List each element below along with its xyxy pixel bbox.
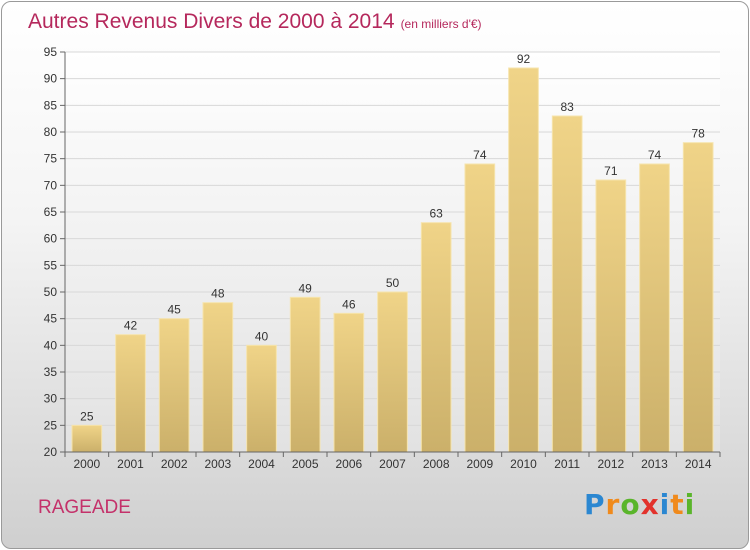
data-label-2000: 25 bbox=[80, 409, 94, 423]
y-tick-label: 75 bbox=[44, 152, 58, 166]
y-tick-label: 70 bbox=[44, 178, 58, 192]
bar-2011 bbox=[551, 115, 583, 453]
logo-letter: x bbox=[640, 488, 660, 521]
bars bbox=[71, 67, 714, 453]
data-label-2008: 63 bbox=[429, 207, 443, 221]
x-tick-label: 2008 bbox=[423, 457, 450, 471]
proxiti-logo: Proxiti bbox=[584, 488, 695, 521]
axes bbox=[60, 51, 721, 457]
data-label-2014: 78 bbox=[691, 127, 705, 141]
bar-2002 bbox=[158, 318, 190, 453]
chart-unit: (en milliers d'€) bbox=[400, 17, 482, 31]
chart-title: Autres Revenus Divers de 2000 à 2014 (en … bbox=[28, 10, 482, 34]
data-label-2004: 40 bbox=[255, 329, 269, 343]
y-tick-label: 20 bbox=[44, 445, 58, 459]
y-tick-label: 40 bbox=[44, 338, 58, 352]
y-tick-label: 90 bbox=[44, 72, 58, 86]
y-tick-label: 85 bbox=[44, 98, 58, 112]
labels: 20 25 30 35 40 45 50 55 60 65 70 75 80 85 90 95 25 2000 42… bbox=[44, 45, 712, 471]
bar-2006 bbox=[333, 312, 365, 453]
x-tick-label: 2002 bbox=[161, 457, 188, 471]
x-tick-label: 2012 bbox=[597, 457, 624, 471]
logo-letter: o bbox=[620, 488, 641, 521]
x-tick-label: 2009 bbox=[466, 457, 493, 471]
data-label-2013: 74 bbox=[648, 148, 662, 162]
y-tick-label: 80 bbox=[44, 125, 58, 139]
data-label-2001: 42 bbox=[124, 319, 138, 333]
bar-2010 bbox=[508, 67, 539, 453]
location-name: RAGEADE bbox=[38, 497, 131, 518]
x-tick-label: 2013 bbox=[641, 457, 668, 471]
y-tick-label: 65 bbox=[44, 205, 58, 219]
bar-2008 bbox=[420, 222, 452, 453]
x-tick-label: 2011 bbox=[554, 457, 580, 471]
bar-2004 bbox=[246, 344, 277, 453]
y-tick-label: 45 bbox=[44, 312, 58, 326]
logo-letter: P bbox=[584, 488, 606, 521]
logo-letter: i bbox=[684, 488, 696, 521]
data-label-2002: 45 bbox=[167, 303, 181, 317]
y-tick-label: 60 bbox=[44, 232, 58, 246]
y-tick-label: 35 bbox=[44, 365, 58, 379]
chart-title-text: Autres Revenus Divers de 2000 à 2014 bbox=[28, 10, 395, 33]
x-tick-label: 2001 bbox=[117, 457, 144, 471]
data-label-2010: 92 bbox=[517, 52, 531, 66]
logo-letter: t bbox=[670, 488, 685, 521]
x-tick-label: 2007 bbox=[379, 457, 406, 471]
x-tick-label: 2000 bbox=[73, 457, 100, 471]
y-tick-label: 50 bbox=[44, 285, 58, 299]
data-label-2006: 46 bbox=[342, 297, 356, 311]
bar-2001 bbox=[115, 334, 146, 453]
y-tick-label: 30 bbox=[44, 392, 58, 406]
x-tick-label: 2003 bbox=[204, 457, 231, 471]
x-tick-label: 2006 bbox=[335, 457, 362, 471]
x-tick-label: 2014 bbox=[685, 457, 712, 471]
bar-2014 bbox=[682, 142, 714, 453]
y-tick-label: 95 bbox=[44, 45, 58, 59]
bar-2000 bbox=[71, 424, 103, 453]
bar-2009 bbox=[464, 163, 496, 453]
data-label-2012: 71 bbox=[604, 164, 618, 178]
bar-2012 bbox=[595, 179, 627, 453]
data-label-2009: 74 bbox=[473, 148, 487, 162]
data-label-2011: 83 bbox=[560, 100, 574, 114]
logo-letter: r bbox=[605, 488, 621, 521]
y-tick-label: 55 bbox=[44, 258, 58, 272]
bar-2003 bbox=[202, 302, 234, 453]
bar-2007 bbox=[377, 291, 408, 453]
bar-2013 bbox=[639, 163, 670, 453]
x-tick-label: 2004 bbox=[248, 457, 275, 471]
y-tick-label: 25 bbox=[44, 418, 58, 432]
data-label-2007: 50 bbox=[386, 276, 400, 290]
data-label-2003: 48 bbox=[211, 287, 225, 301]
logo-letter: i bbox=[659, 488, 671, 521]
data-label-2005: 49 bbox=[298, 281, 312, 295]
x-tick-label: 2010 bbox=[510, 457, 537, 471]
x-tick-label: 2005 bbox=[292, 457, 319, 471]
bar-2005 bbox=[289, 296, 321, 453]
